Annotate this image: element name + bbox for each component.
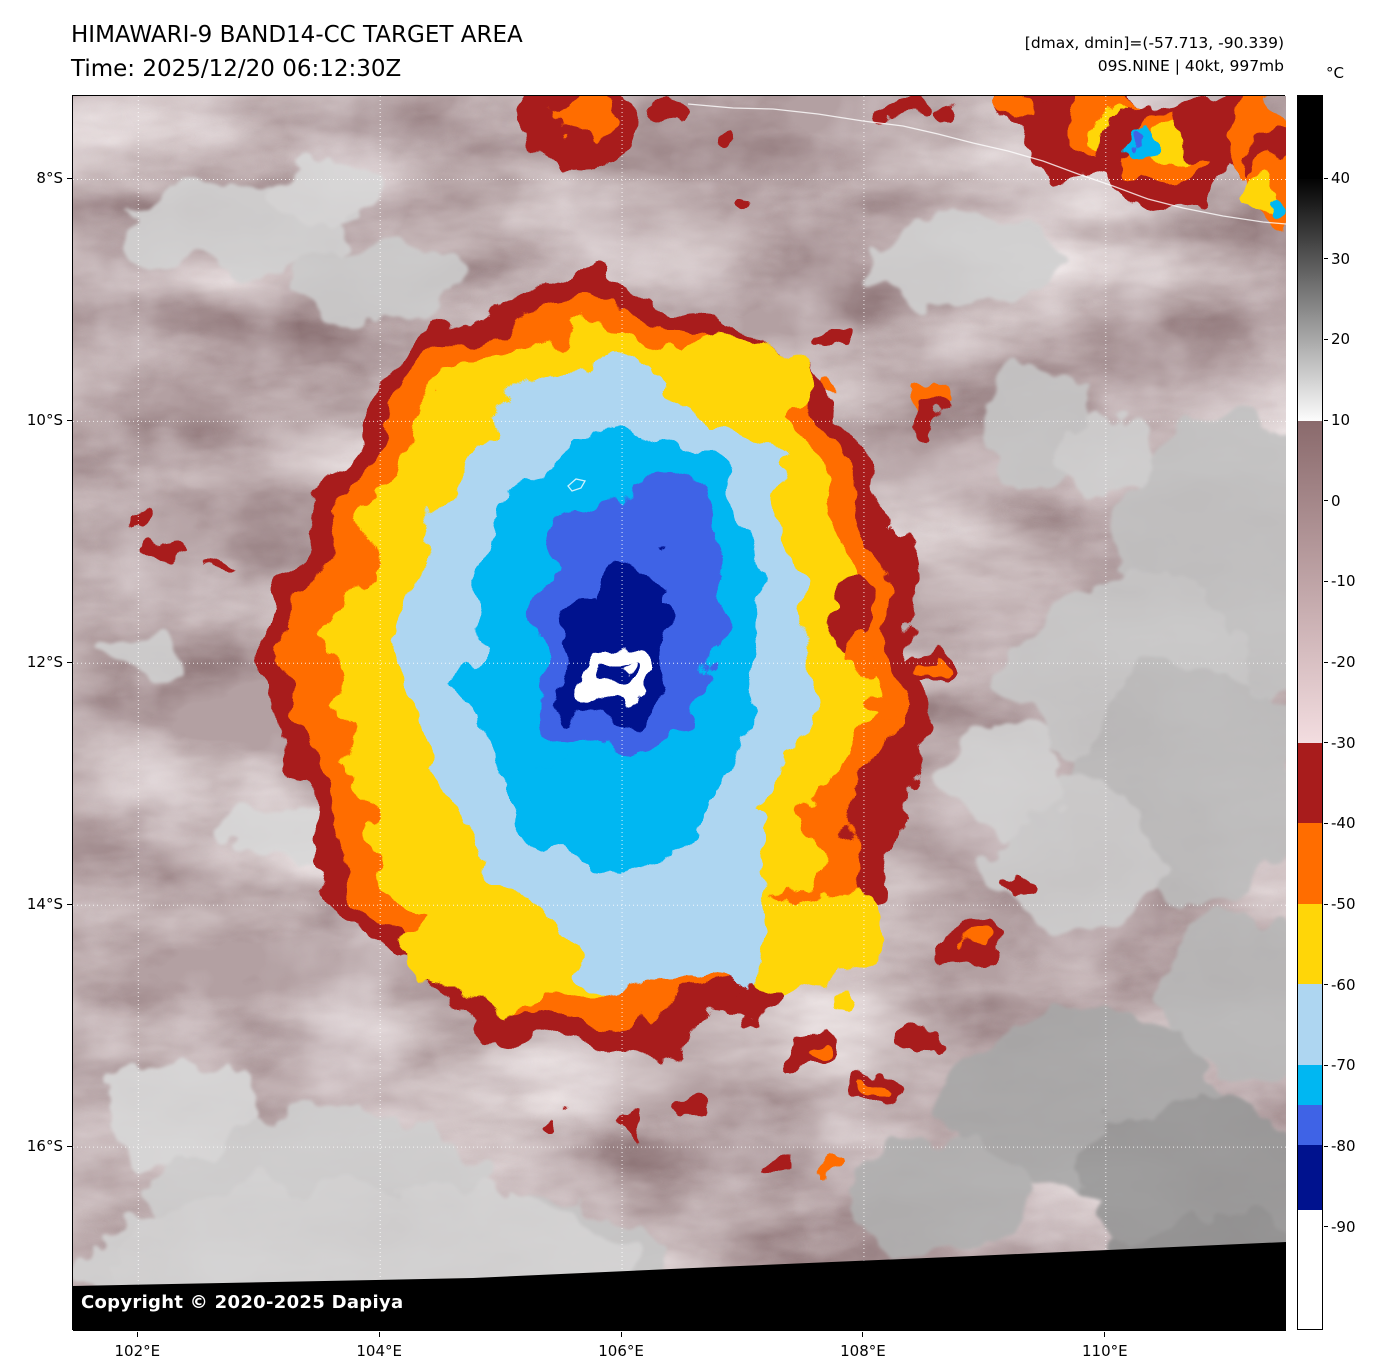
colorbar-tick-label: 40 <box>1331 169 1351 188</box>
colorbar-tick-mark <box>1324 177 1328 179</box>
colorbar-tick-mark <box>1324 1226 1328 1228</box>
colorbar-tick-mark <box>1324 258 1328 260</box>
colorbar-tick-mark <box>1324 984 1328 986</box>
lat-tick-mark <box>67 419 72 421</box>
colorbar-segment <box>1298 420 1322 743</box>
colorbar-tick-label: -90 <box>1331 1217 1356 1236</box>
lat-tick-mark <box>67 661 72 663</box>
lon-tick-mark <box>378 1332 380 1337</box>
lat-tick-label: 14°S <box>26 895 63 914</box>
colorbar-tick-label: -40 <box>1331 814 1356 833</box>
island-outline <box>567 478 587 492</box>
lat-tick-mark <box>67 1145 72 1147</box>
colorbar-tick-label: -60 <box>1331 975 1356 994</box>
lon-tick-mark <box>862 1332 864 1337</box>
lon-tick-label: 104°E <box>356 1342 402 1359</box>
colorbar-tick-label: -30 <box>1331 733 1356 752</box>
colorbar-segment <box>1298 1105 1322 1146</box>
lon-tick-label: 108°E <box>840 1342 886 1359</box>
lat-tick-label: 10°S <box>26 411 63 430</box>
lat-tick-label: 12°S <box>26 653 63 672</box>
lon-tick-mark <box>1104 1332 1106 1337</box>
colorbar-tick-mark <box>1324 500 1328 502</box>
colorbar-tick-mark <box>1324 1145 1328 1147</box>
colorbar-segment <box>1298 1209 1322 1329</box>
colorbar-tick-mark <box>1324 1064 1328 1066</box>
lat-tick-mark <box>67 903 72 905</box>
corner-storm-cells <box>875 96 1286 226</box>
colorbar-tick-label: -70 <box>1331 1056 1356 1075</box>
colorbar-tick-label: -50 <box>1331 895 1356 914</box>
colorbar-tick-mark <box>1324 742 1328 744</box>
colorbar-tick-label: 10 <box>1331 411 1351 430</box>
figure-title: HIMAWARI-9 BAND14-CC TARGET AREA <box>71 22 523 48</box>
satellite-map: Copyright © 2020-2025 Dapiya <box>72 95 1286 1331</box>
colorbar-tick-label: -80 <box>1331 1137 1356 1156</box>
colorbar-tick-label: 30 <box>1331 249 1351 268</box>
storm-info-label: 09S.NINE | 40kt, 997mb <box>1097 57 1284 75</box>
colorbar-tick-label: -20 <box>1331 653 1356 672</box>
colorbar-segment <box>1298 903 1322 985</box>
lon-tick-label: 110°E <box>1081 1342 1128 1359</box>
lat-tick-label: 16°S <box>26 1137 63 1156</box>
colorbar-tick-label: 0 <box>1331 491 1341 510</box>
colorbar-tick-mark <box>1324 580 1328 582</box>
colorbar-segment <box>1298 742 1322 824</box>
colorbar-segment <box>1298 1064 1322 1106</box>
coastline <box>687 103 1286 225</box>
lon-tick-label: 106°E <box>598 1342 644 1359</box>
copyright-label: Copyright © 2020-2025 Dapiya <box>81 1292 404 1313</box>
colorbar-tick-mark <box>1324 903 1328 905</box>
colorbar-tick-label: 20 <box>1331 330 1351 349</box>
colorbar-unit-label: °C <box>1326 64 1344 82</box>
dmax-dmin-label: [dmax, dmin]=(-57.713, -90.339) <box>1024 34 1284 52</box>
colorbar-tick-mark <box>1324 338 1328 340</box>
colorbar-segment <box>1298 984 1322 1065</box>
colorbar-segment <box>1298 1145 1322 1210</box>
lon-tick-label: 102°E <box>114 1342 161 1359</box>
cyclone-eye <box>582 645 644 707</box>
scattered-convection <box>123 96 1033 1180</box>
satellite-image-canvas <box>73 96 1286 1331</box>
lat-tick-mark <box>67 177 72 179</box>
colorbar-tick-mark <box>1324 419 1328 421</box>
gray-cloud-masses <box>83 161 1286 1331</box>
lon-tick-mark <box>136 1332 138 1337</box>
temperature-colorbar <box>1297 95 1323 1330</box>
colorbar-segment <box>1298 178 1322 421</box>
colorbar-segment <box>1298 823 1322 904</box>
colorbar-tick-mark <box>1324 661 1328 663</box>
figure-info: [dmax, dmin]=(-57.713, -90.339) 09S.NINE… <box>1025 32 1284 78</box>
scan-edge-black-band <box>73 1242 1286 1331</box>
figure-time: Time: 2025/12/20 06:12:30Z <box>71 56 402 82</box>
colorbar-segment <box>1298 96 1322 179</box>
lat-tick-label: 8°S <box>36 169 63 188</box>
lon-tick-mark <box>620 1332 622 1337</box>
colorbar-tick-label: -10 <box>1331 572 1356 591</box>
colorbar-tick-mark <box>1324 822 1328 824</box>
